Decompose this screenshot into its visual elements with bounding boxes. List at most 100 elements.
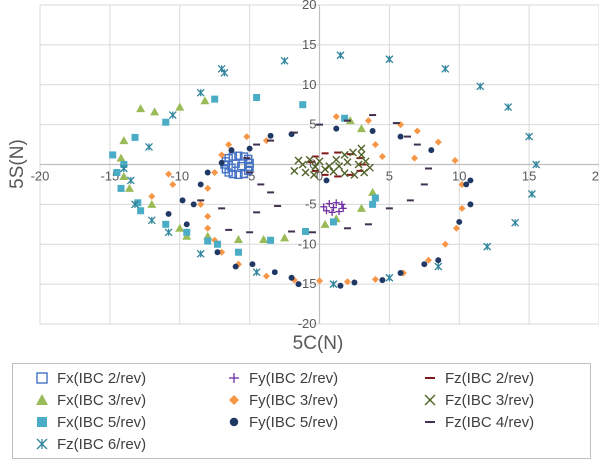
legend-marker — [424, 394, 436, 406]
data-point — [340, 169, 349, 178]
data-point — [434, 262, 443, 271]
data-point — [131, 133, 139, 141]
data-point — [428, 147, 435, 154]
data-point — [169, 180, 177, 188]
data-point — [335, 208, 343, 216]
legend-item: Fz(IBC 2/rev) — [421, 367, 534, 389]
data-point — [360, 168, 369, 177]
y-axis-title: 5S(N) — [7, 139, 28, 189]
data-point — [338, 200, 346, 208]
legend-label: Fz(IBC 3/rev) — [445, 391, 535, 409]
legend-label: Fx(IBC 2/rev) — [57, 369, 147, 387]
data-point — [196, 249, 205, 258]
data-point — [356, 124, 366, 133]
data-point — [131, 200, 139, 209]
data-point — [369, 200, 377, 208]
data-point — [397, 133, 404, 140]
legend-marker — [229, 395, 239, 405]
data-point — [335, 162, 344, 171]
legend-marker — [229, 417, 239, 427]
data-point — [109, 151, 117, 159]
data-point — [148, 192, 156, 200]
data-point — [463, 181, 470, 188]
data-point — [168, 111, 177, 120]
data-point — [325, 162, 334, 171]
legend-item: Fx(IBC 3/rev) — [33, 389, 146, 411]
data-point — [147, 199, 157, 208]
data-point — [385, 273, 394, 282]
series-9 — [119, 51, 541, 289]
data-point — [295, 281, 302, 288]
data-point — [262, 137, 270, 145]
data-point — [434, 138, 442, 146]
data-point — [305, 155, 314, 164]
data-point — [435, 257, 442, 264]
data-point — [311, 162, 320, 171]
data-point — [301, 168, 310, 177]
data-point — [262, 272, 270, 280]
data-point — [364, 117, 372, 125]
y-tick-label: 20 — [302, 0, 316, 12]
data-point — [441, 64, 450, 73]
data-point — [165, 170, 173, 178]
data-point — [214, 249, 221, 256]
data-point — [452, 224, 460, 232]
data-point — [162, 220, 170, 228]
data-point — [145, 142, 153, 151]
data-point — [290, 166, 299, 175]
data-point — [267, 236, 275, 244]
data-point — [456, 218, 463, 225]
legend-marker — [36, 438, 48, 450]
series-6 — [109, 94, 379, 256]
data-point — [119, 171, 129, 180]
data-point — [441, 240, 449, 248]
data-point — [504, 103, 513, 112]
data-point — [280, 233, 290, 242]
data-point — [299, 101, 307, 109]
data-point — [323, 177, 330, 184]
x-tick-label: -20 — [31, 169, 50, 184]
data-point — [211, 168, 219, 176]
data-point — [150, 107, 160, 116]
data-point — [371, 194, 379, 202]
data-point — [271, 269, 278, 276]
data-point — [200, 96, 210, 105]
legend-marker — [229, 373, 239, 383]
data-point — [527, 190, 536, 198]
data-point — [467, 177, 474, 184]
data-point — [249, 261, 256, 268]
data-point — [136, 104, 146, 113]
data-point — [467, 201, 474, 208]
data-point — [280, 56, 289, 65]
legend-marker-icon — [36, 372, 48, 384]
data-point — [197, 200, 205, 208]
y-tick-label: -20 — [298, 316, 317, 331]
data-point — [378, 153, 386, 161]
data-point — [243, 133, 251, 141]
data-point — [175, 102, 185, 111]
data-point — [252, 268, 261, 277]
data-point — [196, 88, 205, 97]
legend-marker — [37, 417, 47, 427]
data-point — [421, 261, 428, 268]
data-point — [411, 154, 419, 162]
legend-item: Fy(IBC 5/rev) — [225, 411, 338, 433]
data-point — [126, 176, 135, 185]
data-point — [288, 274, 295, 281]
legend-marker-icon — [36, 438, 48, 450]
data-point — [349, 148, 358, 157]
data-point — [218, 151, 226, 159]
data-point — [357, 144, 366, 153]
data-point — [164, 228, 173, 237]
data-point — [329, 204, 337, 212]
x-axis-title: 5C(N) — [293, 333, 344, 354]
data-point — [339, 204, 347, 212]
data-point — [369, 128, 376, 134]
data-point — [137, 207, 145, 215]
data-point — [532, 160, 541, 169]
data-point — [116, 153, 126, 162]
y-tick-label: -5 — [305, 196, 317, 211]
data-point — [328, 208, 336, 216]
legend-marker-icon — [229, 395, 239, 405]
data-point — [225, 141, 233, 149]
